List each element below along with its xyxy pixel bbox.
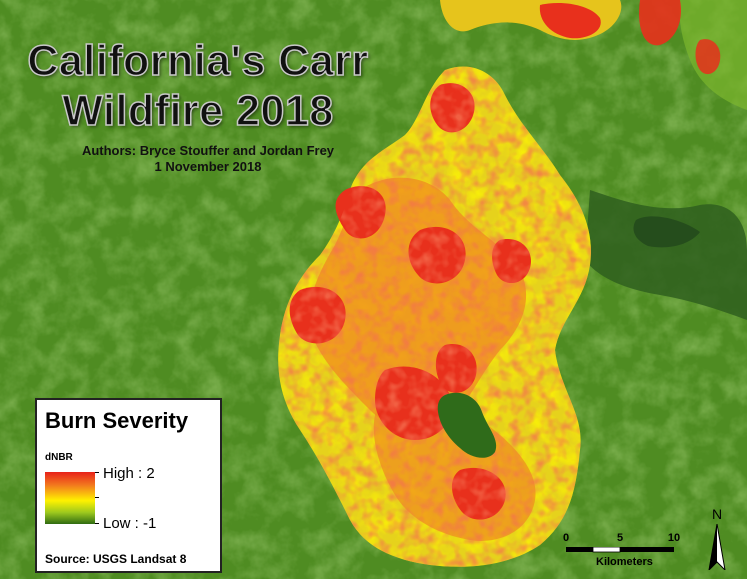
date-text: 1 November 2018	[154, 159, 262, 174]
high-burn-texture	[278, 66, 591, 567]
legend-box: Burn Severity dNBR High : 2 Low : -1 Sou…	[35, 398, 222, 573]
lake-unburned	[437, 392, 497, 458]
scale-tick-0: 0	[562, 532, 570, 544]
legend-title: Burn Severity	[45, 408, 189, 433]
north-letter: N	[711, 506, 723, 522]
title-line-2: Wildfire 2018	[62, 86, 334, 136]
high-burn-patch	[695, 39, 721, 75]
north-arrow: N	[703, 506, 731, 572]
title-line-1: California's Carr	[27, 36, 369, 86]
scale-bar: 0 5 10 Kilometers	[556, 532, 696, 572]
high-burn-patch	[639, 0, 682, 46]
north-arrow-icon	[708, 524, 726, 570]
source-text: Source: USGS Landsat 8	[45, 552, 187, 566]
ramp-tick-mid	[95, 497, 99, 498]
scale-unit-label: Kilometers	[596, 556, 653, 568]
color-ramp	[45, 472, 95, 524]
legend-high-label: High : 2	[103, 465, 155, 482]
legend-low-label: Low : -1	[103, 515, 157, 532]
reservoir-water	[633, 216, 700, 248]
ramp-tick-high	[95, 472, 99, 473]
reservoir-dark-area	[585, 190, 747, 320]
high-burn-patch	[539, 2, 601, 39]
authors-text: Authors: Bryce Stouffer and Jordan Frey	[81, 143, 335, 158]
scale-tick-10: 10	[667, 532, 681, 544]
scale-tick-5: 5	[616, 532, 624, 544]
scale-bar-graphic	[566, 547, 674, 553]
map-title: California's Carr Wildfire 2018	[0, 36, 396, 136]
credits: Authors: Bryce Stouffer and Jordan Frey …	[0, 143, 416, 175]
legend-field-name: dNBR	[45, 452, 73, 463]
ramp-tick-low	[95, 523, 99, 524]
